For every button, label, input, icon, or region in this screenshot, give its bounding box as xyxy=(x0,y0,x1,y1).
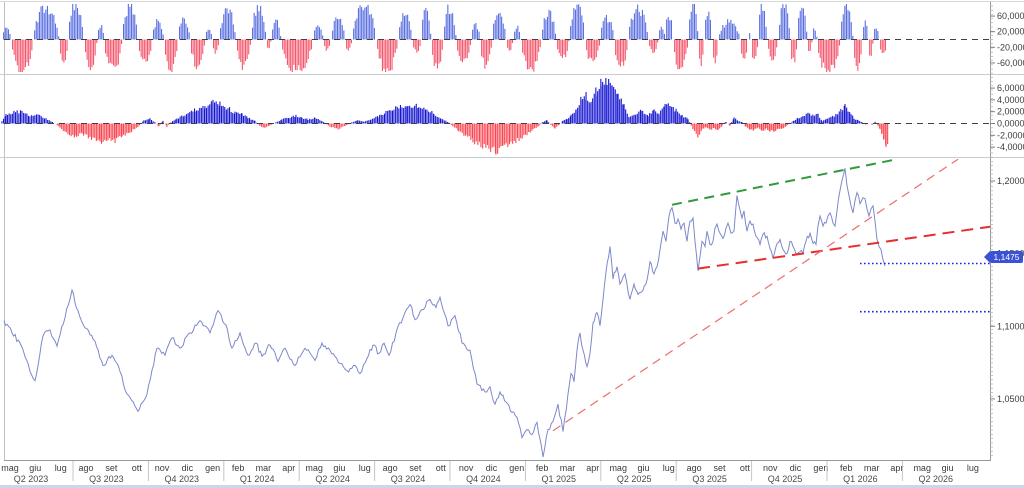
x-axis-month-label: lug xyxy=(967,463,979,473)
x-axis-month-label: giu xyxy=(942,463,954,473)
price-line xyxy=(3,168,886,458)
x-axis-month-label: giu xyxy=(637,463,649,473)
x-axis-month-label: feb xyxy=(840,463,853,473)
lower-oscillator-bars xyxy=(1,78,889,155)
y-axis-labels[interactable]: 60,0000 20,0000 -20,0000 -60,0000 6,0000 4,00… xyxy=(990,11,1024,404)
x-axis-quarter-label: Q3 2023 xyxy=(89,474,124,484)
x-axis-month-label: lug xyxy=(359,463,371,473)
upper-oscillator-y-axis-label: -60,0000 xyxy=(997,58,1024,68)
lower-oscillator-y-axis-label: 6,0000 xyxy=(997,83,1024,93)
x-axis-quarter-label: Q4 2024 xyxy=(466,474,501,484)
x-axis-month-label: ago xyxy=(383,463,398,473)
resistance-trendline-green[interactable] xyxy=(671,159,894,206)
x-axis-quarter-label: Q2 2026 xyxy=(919,474,954,484)
y-axis-minor-ticks xyxy=(990,5,993,456)
price-y-axis-label: 1,0500 xyxy=(997,394,1024,404)
x-axis-month-label: mag xyxy=(305,463,323,473)
upper-oscillator-y-axis-label: 60,0000 xyxy=(997,11,1024,21)
lower-oscillator-y-axis-label: 0,0000 xyxy=(997,119,1024,129)
uptrend-line-red-thin[interactable] xyxy=(552,158,959,432)
x-axis-month-label: giu xyxy=(29,463,41,473)
x-axis-month-label: apr xyxy=(586,463,599,473)
x-axis-month-label: set xyxy=(713,463,726,473)
lower-oscillator-y-axis-label: -4,0000 xyxy=(997,142,1024,152)
window-bottom-strip xyxy=(0,485,1024,488)
x-axis-month-label: mar xyxy=(256,463,272,473)
price-y-axis-label: 1,1000 xyxy=(997,321,1024,331)
x-axis-month-label: mag xyxy=(913,463,931,473)
x-axis-quarter-label: Q3 2024 xyxy=(391,474,426,484)
x-axis-quarter-label: Q4 2025 xyxy=(768,474,803,484)
x-axis-quarter-label: Q2 2023 xyxy=(14,474,49,484)
lower-oscillator-y-axis-label: 2,0000 xyxy=(997,107,1024,117)
price-y-axis-label: 1,2000 xyxy=(997,176,1024,186)
x-axis-month-label: set xyxy=(105,463,118,473)
x-axis-month-label: apr xyxy=(890,463,903,473)
x-axis-month-label: feb xyxy=(536,463,549,473)
price-panel[interactable] xyxy=(4,158,990,460)
x-axis-month-label: apr xyxy=(282,463,295,473)
lower-oscillator-y-axis-label: -2,0000 xyxy=(997,130,1024,140)
x-axis-month-label: mar xyxy=(560,463,576,473)
x-axis-quarter-label: Q1 2026 xyxy=(843,474,878,484)
x-axis-month-label: gen xyxy=(813,463,828,473)
x-axis-month-label: nov xyxy=(459,463,474,473)
x-axis-month-label: dic xyxy=(486,463,498,473)
support-trendline-red[interactable] xyxy=(697,225,991,270)
x-axis-month-label: dic xyxy=(182,463,194,473)
x-axis-month-label: lug xyxy=(55,463,67,473)
upper-oscillator-y-axis-label: 20,0000 xyxy=(997,27,1024,37)
x-axis-month-label: ott xyxy=(132,463,143,473)
x-axis-quarter-label: Q2 2024 xyxy=(315,474,350,484)
x-axis-quarter-label: Q3 2025 xyxy=(692,474,727,484)
x-axis-month-label: ago xyxy=(687,463,702,473)
upper-oscillator-y-axis-label: -20,0000 xyxy=(997,42,1024,52)
x-axis-month-label: dic xyxy=(790,463,802,473)
x-axis-month-label: gen xyxy=(205,463,220,473)
x-axis-month-label: nov xyxy=(763,463,778,473)
x-axis-labels[interactable]: mag giu lug ago set ott nov dic gen feb mar apr mag g… xyxy=(1,461,979,484)
x-axis-month-label: mar xyxy=(864,463,880,473)
x-axis-quarter-label: Q1 2024 xyxy=(240,474,275,484)
x-axis-month-label: giu xyxy=(333,463,345,473)
x-axis-quarter-label: Q4 2023 xyxy=(165,474,200,484)
x-axis-month-label: ago xyxy=(78,463,93,473)
lower-oscillator-y-axis-label: 4,0000 xyxy=(997,95,1024,105)
x-axis-quarter-label: Q1 2025 xyxy=(542,474,577,484)
oscillator-panel-2[interactable] xyxy=(4,78,990,156)
x-axis-month-label: lug xyxy=(663,463,675,473)
x-axis-quarter-label: Q2 2025 xyxy=(617,474,652,484)
x-axis-month-label: ott xyxy=(740,463,751,473)
upper-oscillator-bars xyxy=(3,4,886,72)
x-axis-month-label: ott xyxy=(436,463,447,473)
x-axis-month-label: mag xyxy=(1,463,19,473)
x-axis-month-label: gen xyxy=(509,463,524,473)
x-axis-month-label: feb xyxy=(232,463,245,473)
x-axis-month-label: mag xyxy=(609,463,627,473)
last-price-badge: 1,1475 xyxy=(984,251,1023,263)
x-axis-month-label: set xyxy=(409,463,422,473)
x-axis-month-label: nov xyxy=(155,463,170,473)
